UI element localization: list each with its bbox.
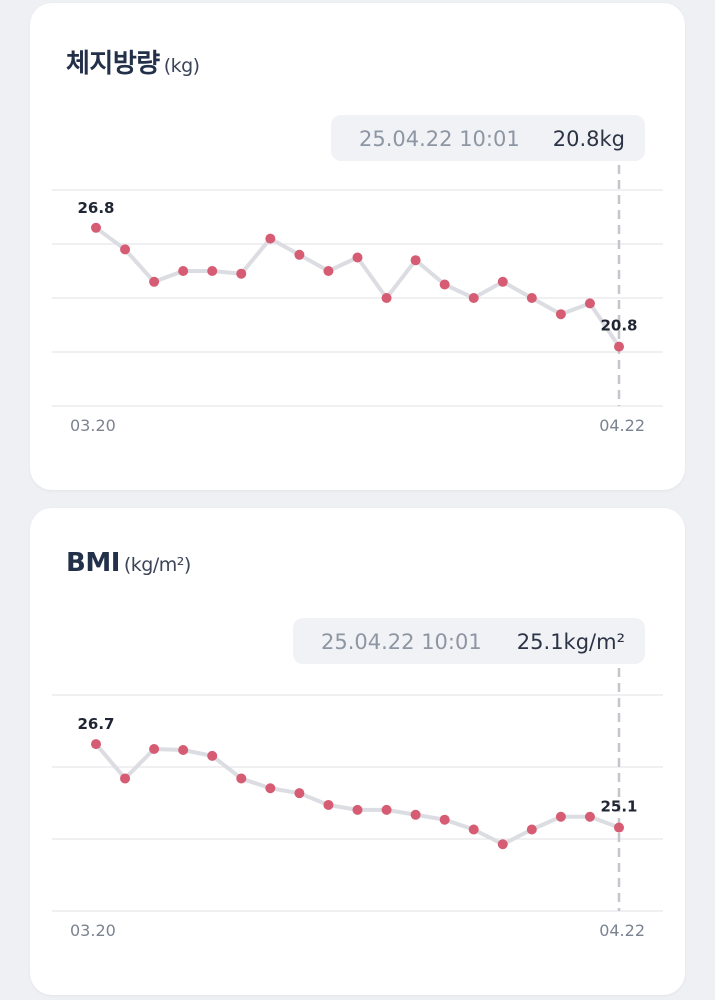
data-label-first: 26.7	[77, 715, 114, 733]
chart-unit: (kg/m²)	[123, 554, 191, 576]
data-point[interactable]	[497, 276, 508, 287]
body-fat-chart[interactable]: 25.04.22 10:01 20.8kg 26.8 20.8 03.20 04.22	[30, 3, 685, 490]
data-point[interactable]	[352, 252, 363, 263]
data-label-last: 25.1	[600, 798, 637, 816]
data-point[interactable]	[294, 249, 305, 260]
card-title: 체지방량 (kg)	[66, 43, 200, 80]
series-line	[94, 225, 621, 349]
data-point[interactable]	[120, 244, 131, 255]
data-point[interactable]	[294, 788, 305, 799]
data-point[interactable]	[555, 811, 566, 822]
tooltip-value: 25.1kg/m²	[517, 630, 625, 654]
data-point[interactable]	[614, 822, 624, 833]
data-point[interactable]	[178, 744, 189, 755]
data-label-last: 20.8	[600, 317, 637, 335]
data-point[interactable]	[468, 824, 479, 835]
data-point[interactable]	[207, 266, 218, 276]
data-point[interactable]	[236, 773, 247, 784]
data-point[interactable]	[91, 222, 101, 233]
chart-title: 체지방량	[66, 49, 160, 79]
tooltip-box	[331, 115, 645, 161]
data-point[interactable]	[410, 255, 421, 266]
data-point[interactable]	[439, 814, 450, 825]
data-point[interactable]	[149, 744, 160, 754]
chart-unit: (kg)	[163, 55, 200, 77]
data-point[interactable]	[265, 783, 276, 794]
data-point[interactable]	[323, 266, 334, 276]
card-title: BMI (kg/m²)	[66, 548, 191, 578]
data-point[interactable]	[410, 809, 421, 820]
data-point[interactable]	[323, 799, 334, 810]
data-point[interactable]	[584, 298, 595, 309]
data-point[interactable]	[265, 233, 276, 244]
x-tick-label: 04.22	[599, 921, 645, 940]
data-point[interactable]	[614, 341, 624, 352]
data-point[interactable]	[120, 773, 131, 784]
data-point[interactable]	[439, 279, 450, 290]
data-point[interactable]	[526, 824, 537, 835]
data-point[interactable]	[91, 739, 101, 750]
data-point[interactable]	[468, 293, 479, 303]
data-label-first: 26.8	[77, 199, 114, 217]
data-point[interactable]	[149, 276, 160, 287]
data-point[interactable]	[178, 266, 189, 276]
bmi-card: BMI (kg/m²) 25.04.22 10:01 25.1kg/m² 26.7 25…	[30, 508, 685, 995]
series-line	[94, 742, 621, 847]
data-point[interactable]	[526, 293, 537, 303]
tooltip-datetime: 25.04.22 10:01	[359, 127, 520, 151]
data-point[interactable]	[381, 804, 392, 815]
x-tick-label: 03.20	[70, 921, 116, 940]
data-point[interactable]	[497, 839, 508, 850]
x-tick-label: 04.22	[599, 416, 645, 435]
tooltip-value: 20.8kg	[553, 127, 625, 151]
data-point[interactable]	[555, 309, 566, 320]
data-point[interactable]	[236, 268, 247, 279]
data-point[interactable]	[207, 750, 218, 761]
tooltip-box	[293, 618, 645, 664]
bmi-chart[interactable]: 25.04.22 10:01 25.1kg/m² 26.7 25.1 03.20 04.2…	[30, 508, 685, 995]
body-fat-card: 체지방량 (kg) 25.04.22 10:01 20.8kg 26.8 20.8 03.…	[30, 3, 685, 490]
data-point[interactable]	[381, 293, 392, 303]
data-point[interactable]	[352, 804, 363, 815]
x-tick-label: 03.20	[70, 416, 116, 435]
chart-title: BMI	[66, 548, 120, 578]
data-point[interactable]	[584, 811, 595, 822]
tooltip-datetime: 25.04.22 10:01	[321, 630, 482, 654]
